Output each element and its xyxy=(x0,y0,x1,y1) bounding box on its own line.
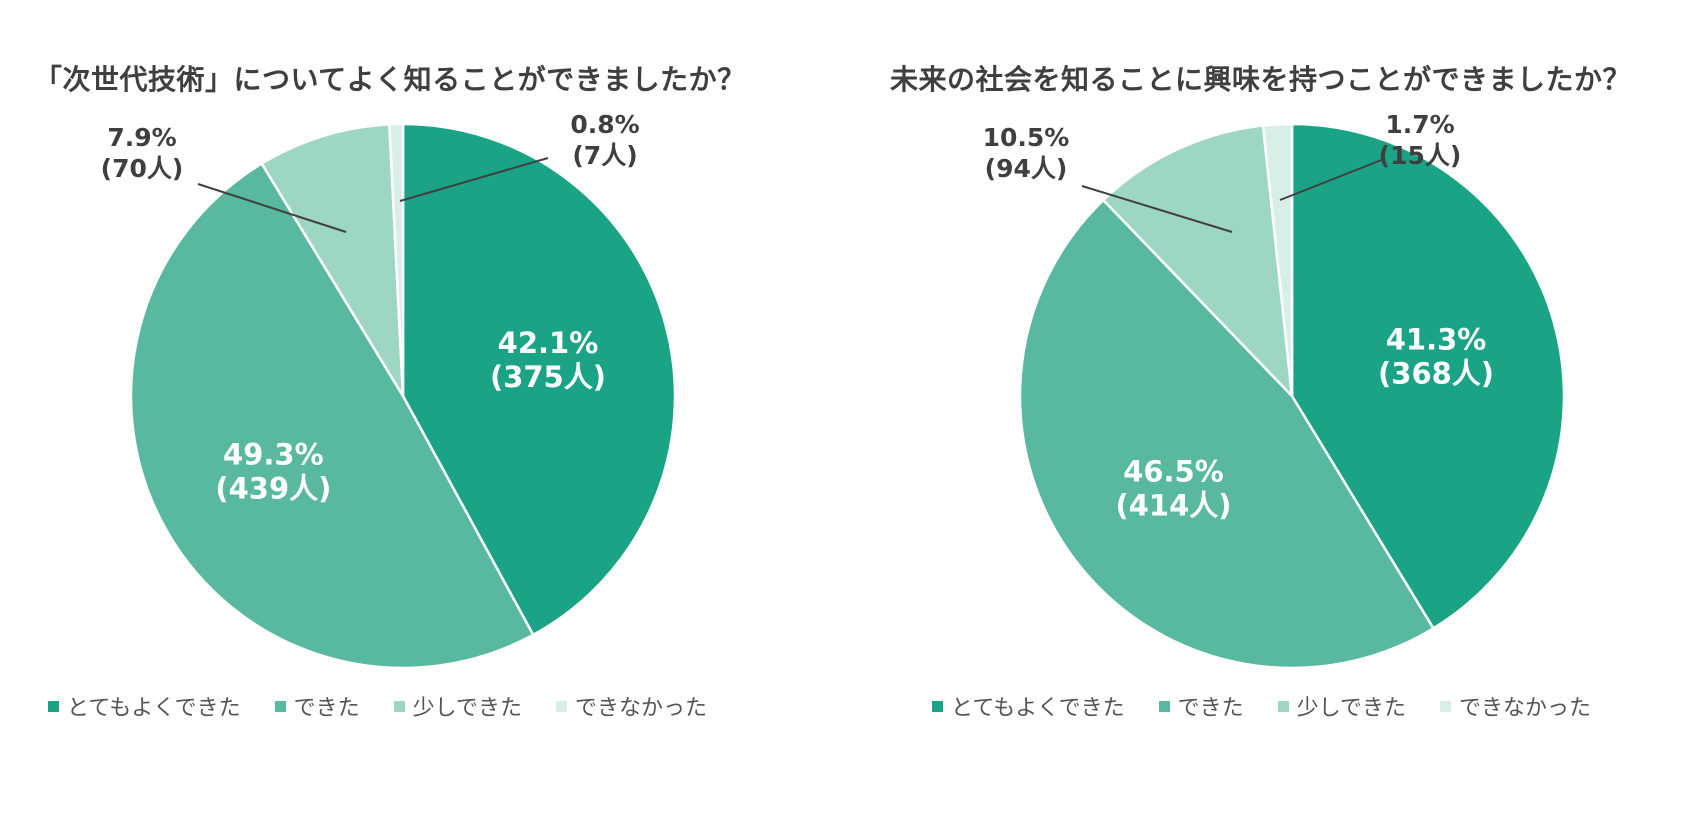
pie-chart-2: 未来の社会を知ることに興味を持つことができましたか？ 41.3% (368人) 46… xyxy=(852,0,1704,838)
legend-swatch xyxy=(48,700,59,712)
data-label-percent: 7.9% xyxy=(107,123,176,152)
legend-item: できた xyxy=(1158,690,1244,722)
data-label-count: (368人) xyxy=(1378,357,1494,391)
legend-label: 少しできた xyxy=(1296,696,1406,721)
pie-slice xyxy=(129,161,535,670)
legend-label: とてもよくできた xyxy=(951,696,1125,721)
pie-chart-1: 「次世代技術」についてよく知ることができましたか？ 42.1% (375人) 49.… xyxy=(34,63,746,722)
pie-slice xyxy=(1018,198,1436,670)
legend-swatch xyxy=(1439,700,1451,712)
leader-line xyxy=(197,183,347,233)
data-label-count: (15人) xyxy=(1379,141,1462,170)
legend: とてもよくできた できた 少しできた できなかった xyxy=(48,690,741,722)
legend-item: できた xyxy=(274,690,360,722)
legend-label: できた xyxy=(293,696,360,721)
chart-title: 「次世代技術」についてよく知ることができましたか？ xyxy=(34,63,746,96)
data-label-percent: 0.8% xyxy=(570,110,639,139)
data-label-percent: 10.5% xyxy=(983,123,1070,152)
data-label-count: (70人) xyxy=(101,154,184,183)
legend: とてもよくできた できた 少しできた できなかった xyxy=(932,690,1625,722)
pie-slice xyxy=(401,122,677,637)
legend-swatch xyxy=(393,700,405,712)
legend-item: とてもよくできた xyxy=(932,690,1125,722)
pie-slice xyxy=(1261,122,1294,397)
data-label-percent: 1.7% xyxy=(1385,110,1454,139)
legend-swatch xyxy=(1277,700,1289,712)
leader-line xyxy=(399,157,549,202)
legend-item: できなかった xyxy=(555,690,707,722)
legend-item: できなかった xyxy=(1439,690,1591,722)
leader-line xyxy=(1279,158,1385,201)
legend-label: とてもよくできた xyxy=(67,696,241,721)
legend-item: とてもよくできた xyxy=(48,690,241,722)
data-label-count: (94人) xyxy=(985,154,1068,183)
legend-label: 少しできた xyxy=(412,696,522,721)
legend-swatch xyxy=(555,700,567,712)
pie-slice xyxy=(1101,124,1294,400)
chart-title: 未来の社会を知ることに興味を持つことができましたか？ xyxy=(890,63,1632,96)
pie-plot: 42.1%(375人) 49.3%(439人) 0.8%(7人) 7.9%(70人) xyxy=(101,110,677,670)
pie-slice xyxy=(1290,122,1566,631)
data-label-count: (7人) xyxy=(572,141,637,170)
legend-label: できなかった xyxy=(1458,696,1591,721)
data-label-count: (375人) xyxy=(490,360,606,394)
data-label-count: (439人) xyxy=(215,472,331,506)
legend-swatch xyxy=(274,700,286,712)
leader-line xyxy=(1081,185,1233,233)
pie-slice xyxy=(260,123,405,397)
data-label-percent: 41.3% xyxy=(1386,323,1487,357)
legend-swatch xyxy=(1158,700,1170,712)
data-label-percent: 42.1% xyxy=(498,326,599,360)
data-label-percent: 49.3% xyxy=(223,438,324,472)
pie-slice xyxy=(388,122,405,397)
legend-item: 少しできた xyxy=(393,690,522,722)
pie-plot: 41.3%(368人) 46.5%(414人) 1.7%(15人) 10.5%(94人… xyxy=(983,110,1566,670)
legend-label: できた xyxy=(1177,696,1244,721)
data-label-percent: 46.5% xyxy=(1123,454,1224,488)
data-label-count: (414人) xyxy=(1115,488,1231,522)
legend-label: できなかった xyxy=(574,696,707,721)
legend-item: 少しできた xyxy=(1277,690,1406,722)
legend-swatch xyxy=(932,700,943,712)
